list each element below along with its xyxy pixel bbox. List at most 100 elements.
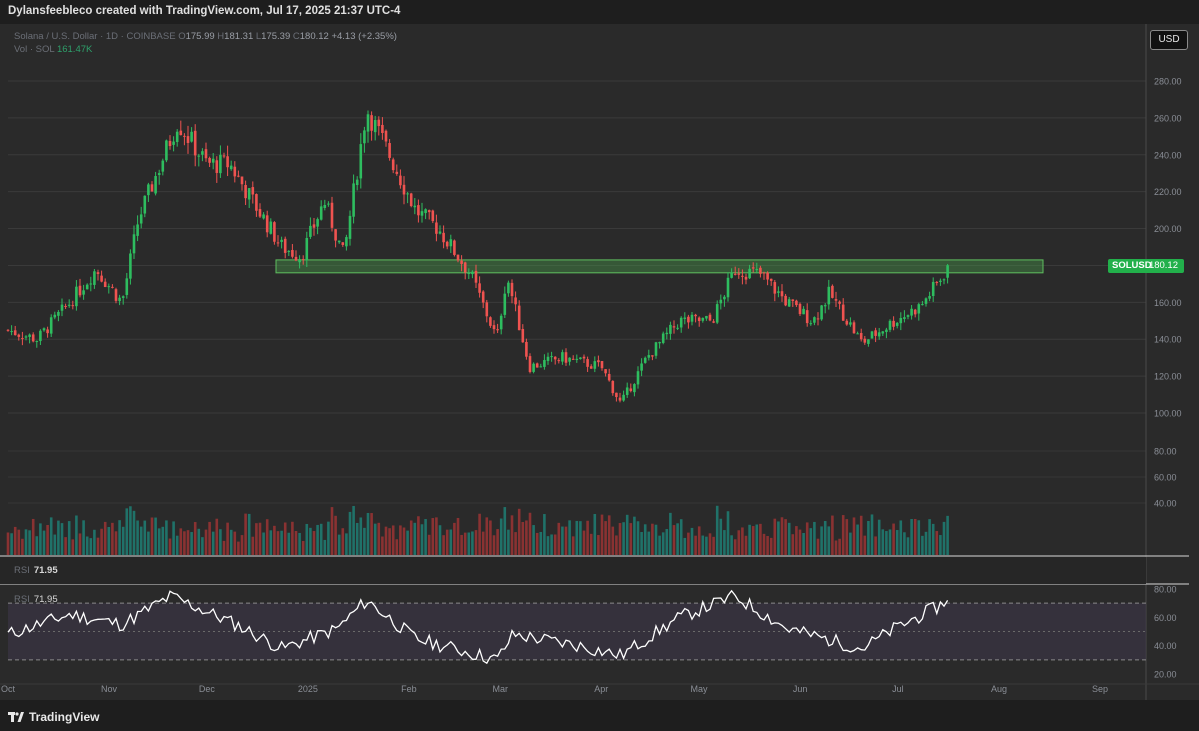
candle-body: [852, 322, 856, 334]
volume-bar: [370, 513, 373, 555]
candle-body: [420, 211, 424, 216]
volume-bar: [111, 522, 114, 555]
candle-body: [690, 314, 694, 322]
volume-bar: [525, 520, 528, 555]
candle-body: [906, 315, 910, 317]
volume-bar: [679, 519, 683, 555]
candle-body: [802, 308, 805, 315]
candle-body: [903, 317, 906, 319]
volume-bar: [402, 527, 406, 555]
volume-label: Vol · SOL: [14, 44, 55, 55]
volume-bar: [150, 517, 154, 555]
volume-bar: [733, 539, 737, 555]
candle-body: [67, 304, 71, 306]
volume-bar: [514, 532, 517, 555]
rsi-legend: RSI 71.95: [14, 594, 58, 605]
candle-body: [719, 299, 723, 304]
volume-bar: [618, 523, 622, 555]
volume-bar: [600, 514, 604, 555]
candle-body: [557, 360, 561, 362]
volume-bar: [251, 536, 255, 555]
volume-bar: [244, 513, 247, 555]
volume-bar: [553, 534, 557, 555]
rsi-collapsed-header[interactable]: RSI 71.95: [14, 565, 58, 576]
candle-body: [658, 342, 661, 344]
volume-bar: [881, 529, 885, 555]
candle-body: [413, 205, 417, 208]
volume-bar: [503, 507, 507, 555]
candle-body: [449, 239, 453, 247]
volume-bar: [125, 508, 129, 555]
price-tick-label: 200.00: [1154, 224, 1182, 234]
candle-body: [726, 277, 730, 298]
price-tick-label: 120.00: [1154, 372, 1182, 382]
volume-bar: [424, 519, 427, 555]
volume-bar: [237, 541, 240, 555]
volume-bar: [154, 517, 157, 555]
volume-bar: [431, 518, 435, 555]
volume-bar: [453, 522, 456, 555]
volume-bar: [532, 525, 535, 555]
volume-bar: [744, 535, 748, 555]
volume-bar: [240, 535, 244, 555]
candle-body: [265, 215, 269, 233]
time-tick-label: Dec: [199, 684, 216, 694]
candle-body: [568, 357, 571, 362]
volume-bar: [820, 526, 823, 555]
volume-bar: [229, 529, 233, 555]
volume-bar: [809, 528, 813, 555]
volume-bar: [359, 517, 363, 555]
volume-bar: [283, 522, 287, 555]
tradingview-logo[interactable]: TradingView: [8, 710, 99, 724]
candle-body: [715, 304, 719, 323]
volume-bar: [676, 523, 679, 555]
volume-bar: [363, 527, 366, 555]
volume-bar: [474, 530, 478, 555]
candle-body: [921, 304, 924, 306]
volume-bar: [89, 538, 93, 555]
candle-body: [939, 280, 942, 283]
candle-body: [341, 242, 345, 245]
volume-bar: [420, 524, 424, 555]
volume-bar: [330, 507, 334, 555]
volume-bar: [190, 532, 193, 555]
volume-bar: [298, 532, 301, 555]
candle-body: [604, 369, 607, 374]
candle-body: [327, 203, 330, 205]
candle-body: [823, 305, 827, 307]
candle-body: [633, 384, 636, 393]
volume-bar: [24, 529, 28, 555]
candle-body: [676, 327, 679, 329]
candle-body: [791, 299, 795, 301]
candle-body: [712, 321, 715, 323]
volume-bar: [193, 522, 197, 555]
candle-body: [381, 124, 384, 134]
volume-bar: [683, 537, 687, 555]
candle-body: [355, 179, 359, 186]
candle-body: [334, 229, 337, 241]
candle-body: [575, 358, 579, 360]
volume-bar: [255, 523, 258, 555]
volume-bar: [899, 520, 903, 555]
candle-body: [93, 271, 96, 285]
candle-body: [827, 286, 831, 305]
candle-body: [370, 115, 373, 131]
volume-bar: [316, 524, 319, 555]
candle-body: [229, 165, 233, 170]
candle-body: [366, 114, 370, 132]
time-tick-label: Mar: [492, 684, 508, 694]
volume-bar: [561, 526, 564, 555]
high-value: 181.31: [224, 31, 254, 42]
volume-bar: [917, 520, 921, 555]
candle-body: [193, 130, 197, 156]
candle-body: [535, 363, 539, 368]
candle-body: [312, 224, 316, 228]
volume-bar: [381, 536, 384, 555]
volume-bar: [841, 515, 845, 555]
currency-button[interactable]: USD: [1150, 30, 1188, 50]
volume-bar: [471, 531, 474, 555]
price-tick-label: 280.00: [1154, 77, 1182, 87]
candle-body: [654, 342, 658, 356]
candle-body: [571, 358, 575, 360]
